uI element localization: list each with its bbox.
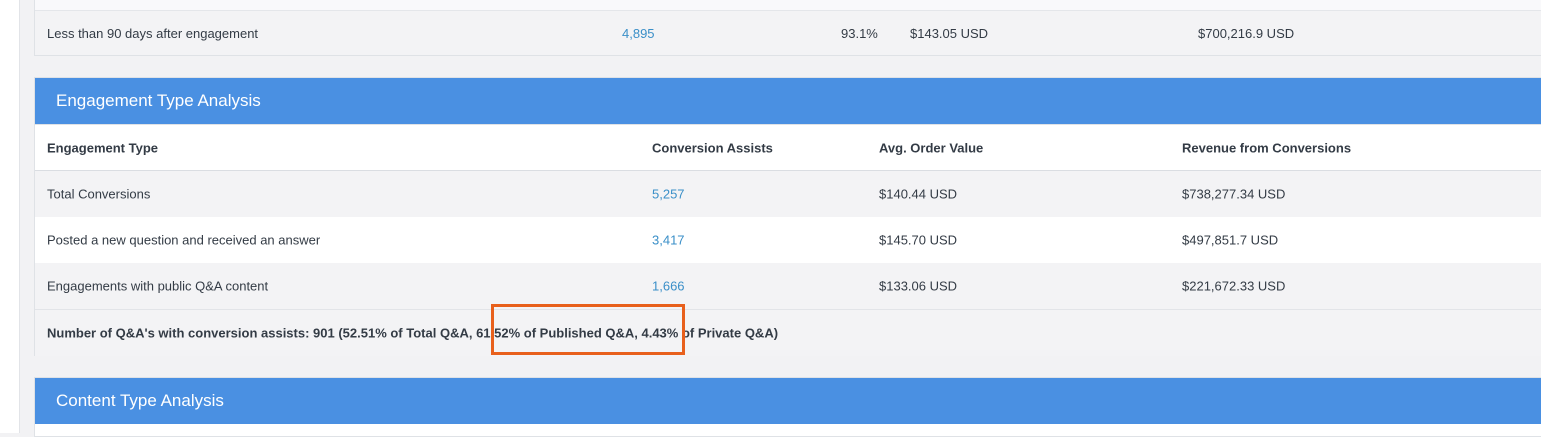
conversion-timing-panel: Less than 90 days after engagement 4,895… [34,0,1541,56]
qa-summary-row: Number of Q&A's with conversion assists:… [35,310,1541,356]
panel-title: Content Type Analysis [35,378,1541,424]
conversion-assists-link[interactable]: 4,895 [622,26,655,41]
avg-order-value: $133.06 USD [879,278,958,294]
conversion-assists-link[interactable]: 5,257 [652,186,685,202]
table-header-row: Engagement Type Conversion Assists Avg. … [35,124,1541,172]
conversion-assists-link[interactable]: 1,666 [652,278,685,294]
table-row: Posted a new question and received an an… [35,217,1541,264]
revenue-value: $738,277.34 USD [1182,186,1286,202]
revenue-value: $221,672.33 USD [1182,278,1286,294]
revenue-value: $497,851.7 USD [1182,232,1279,248]
column-header-conversion-assists[interactable]: Conversion Assists [652,140,773,155]
row-avg-order: $143.05 USD [910,26,989,41]
column-header-engagement-type[interactable]: Engagement Type [47,140,159,155]
avg-order-value: $140.44 USD [879,186,958,202]
row-percent: 93.1% [841,26,878,41]
table-row: Total Conversions 5,257 $140.44 USD $738… [35,171,1541,218]
engagement-type: Total Conversions [47,186,151,202]
table-row: Engagements with public Q&A content 1,66… [35,263,1541,310]
avg-order-value: $145.70 USD [879,232,958,248]
column-header-revenue[interactable]: Revenue from Conversions [1182,140,1352,155]
engagement-type-analysis-panel: Engagement Type Analysis Engagement Type… [34,77,1541,356]
conversion-assists-link[interactable]: 3,417 [652,232,685,248]
qa-summary-text: Number of Q&A's with conversion assists:… [47,325,779,341]
row-label: Less than 90 days after engagement [47,26,259,41]
engagement-type: Engagements with public Q&A content [47,278,269,294]
panel-title: Engagement Type Analysis [35,78,1541,124]
row-revenue: $700,216.9 USD [1198,26,1295,41]
left-gutter [0,0,20,433]
engagement-type: Posted a new question and received an an… [47,232,321,248]
column-header-avg-order-value[interactable]: Avg. Order Value [879,140,984,155]
content-type-analysis-panel: Content Type Analysis [34,377,1541,437]
table-row-previous [35,0,1541,11]
